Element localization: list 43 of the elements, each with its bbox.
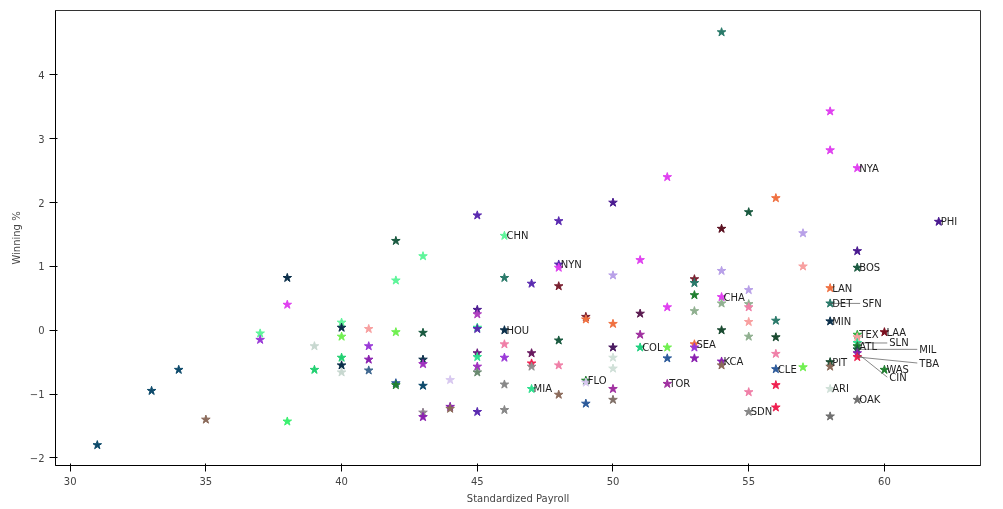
y-tick-label: 1 — [38, 261, 45, 273]
annotation: NYA — [859, 162, 880, 174]
annotation: DET — [832, 297, 854, 309]
annotation: CHA — [723, 291, 746, 303]
y-tick-label: 4 — [38, 69, 45, 81]
x-tick-label: 45 — [470, 475, 484, 487]
annotation: FLO — [587, 375, 607, 387]
x-tick-label: 50 — [606, 475, 620, 487]
annotation: PIT — [832, 356, 849, 368]
annotation: LAA — [886, 326, 907, 338]
x-tick-label: 60 — [878, 475, 891, 487]
annotation: COL — [642, 341, 663, 353]
y-axis-title: Winning % — [10, 211, 22, 265]
y-tick-label: −1 — [29, 389, 45, 401]
annotation: CHN — [506, 230, 529, 242]
annotation: NYN — [560, 258, 582, 270]
annotation: SEA — [696, 338, 717, 350]
annotation: TEX — [858, 329, 879, 341]
y-tick-label: 3 — [38, 133, 45, 145]
annotation: PHI — [940, 216, 958, 228]
x-tick-label: 40 — [335, 475, 348, 487]
annotation: MIA — [533, 383, 553, 395]
annotation: BOS — [859, 262, 881, 274]
annotation: MIN — [832, 315, 852, 327]
x-tick-label: 35 — [199, 475, 213, 487]
annotation: TBA — [918, 357, 940, 369]
annotation: SLN — [889, 337, 909, 349]
x-tick-label: 30 — [63, 475, 77, 487]
x-tick-label: 55 — [742, 475, 756, 487]
annotation: OAK — [859, 394, 881, 406]
y-tick-label: −2 — [29, 452, 45, 464]
x-axis-title: Standardized Payroll — [466, 492, 570, 504]
annotation: CLE — [777, 363, 797, 375]
annotation: ARI — [832, 383, 849, 395]
annotation: SDN — [750, 406, 773, 418]
annotation: TOR — [668, 378, 691, 390]
annotation: HOU — [506, 324, 530, 336]
annotation: LAN — [832, 282, 853, 294]
annotation: MIL — [919, 343, 937, 355]
annotation: KCA — [723, 355, 744, 367]
y-tick-label: 0 — [38, 325, 45, 337]
annotation: SFN — [862, 297, 882, 309]
y-tick-label: 2 — [38, 197, 45, 209]
